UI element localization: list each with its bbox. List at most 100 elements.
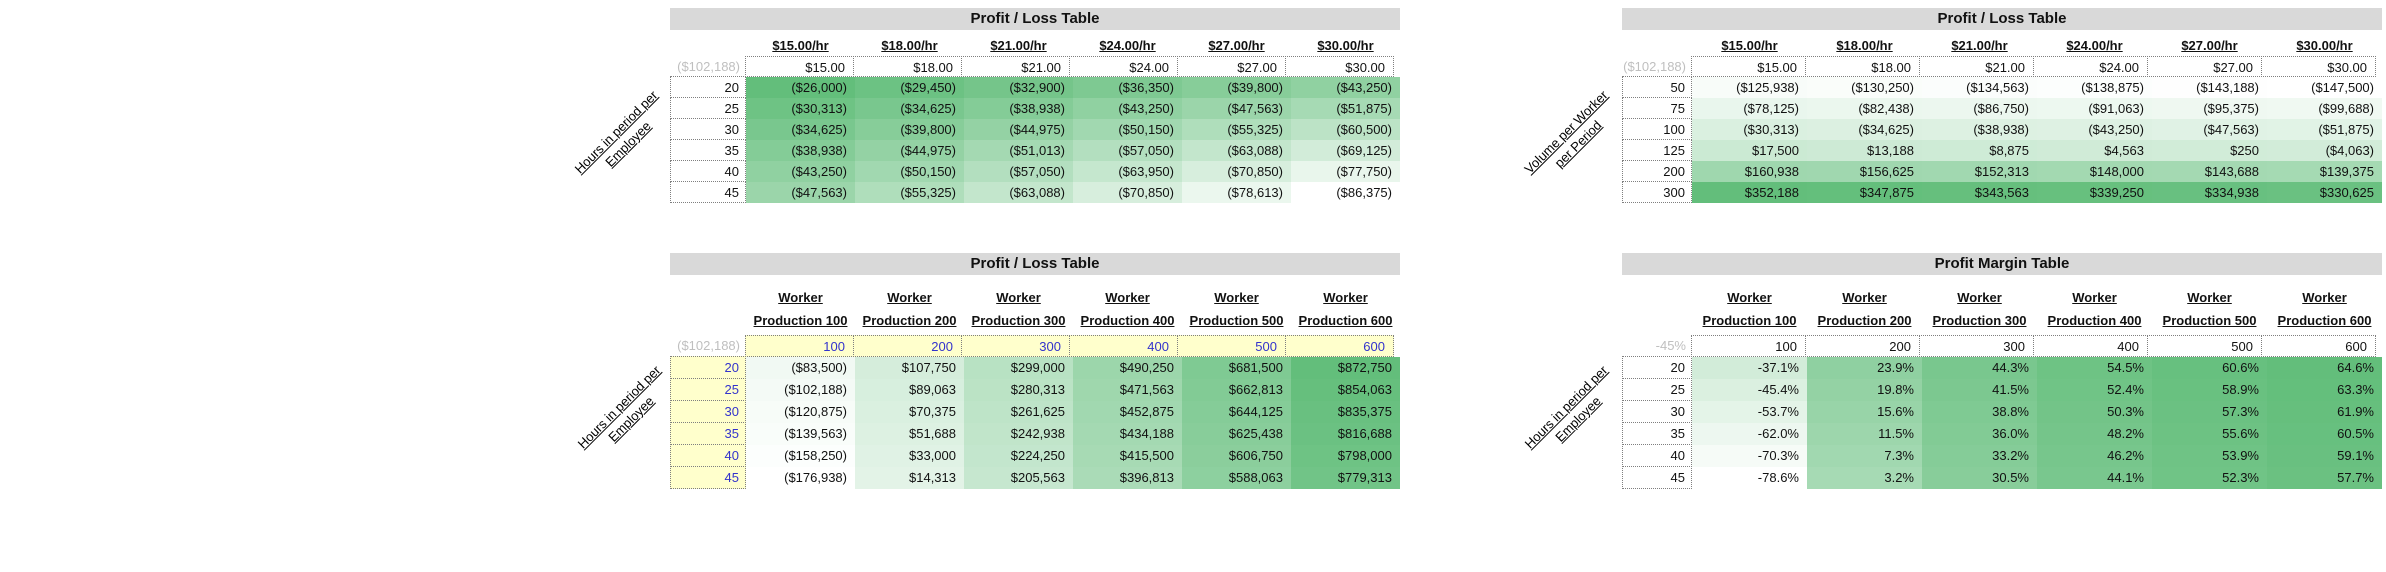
data-cell[interactable]: ($158,250) [746,445,855,467]
data-cell[interactable]: 11.5% [1807,423,1922,445]
data-cell[interactable]: $280,313 [964,379,1073,401]
data-cell[interactable]: $471,563 [1073,379,1182,401]
data-cell[interactable]: ($51,875) [2267,119,2382,140]
data-cell[interactable]: $205,563 [964,467,1073,489]
data-cell[interactable]: 57.3% [2152,401,2267,423]
row-header-cell[interactable]: 25 [1622,378,1692,401]
data-cell[interactable]: ($47,563) [2152,119,2267,140]
row-header-cell[interactable]: 35 [1622,422,1692,445]
data-cell[interactable]: ($50,150) [1073,119,1182,140]
data-cell[interactable]: ($139,563) [746,423,855,445]
data-cell[interactable]: ($70,850) [1073,182,1182,203]
data-cell[interactable]: 64.6% [2267,357,2382,379]
reference-value-cell[interactable]: $24.00 [1069,56,1178,77]
reference-value-cell[interactable]: 400 [1069,335,1178,357]
data-cell[interactable]: $156,625 [1807,161,1922,182]
column-header-cell[interactable]: Worker Production 500 [2152,286,2267,335]
reference-value-cell[interactable]: 200 [853,335,962,357]
data-cell[interactable]: $779,313 [1291,467,1400,489]
reference-value-cell[interactable]: 600 [1285,335,1394,357]
data-cell[interactable]: $816,688 [1291,423,1400,445]
data-cell[interactable]: ($38,938) [964,98,1073,119]
data-cell[interactable]: ($130,250) [1807,77,1922,98]
data-cell[interactable]: $224,250 [964,445,1073,467]
data-cell[interactable]: ($120,875) [746,401,855,423]
data-cell[interactable]: $415,500 [1073,445,1182,467]
row-header-cell[interactable]: 40 [670,160,746,182]
column-header-cell[interactable]: Worker Production 300 [964,286,1073,335]
column-header-cell[interactable]: Worker Production 600 [2267,286,2382,335]
table-title[interactable]: Profit / Loss Table [1622,8,2382,30]
data-cell[interactable]: $352,188 [1692,182,1807,203]
data-cell[interactable]: ($38,938) [1922,119,2037,140]
data-cell[interactable]: $148,000 [2037,161,2152,182]
data-cell[interactable]: $33,000 [855,445,964,467]
data-cell[interactable]: $588,063 [1182,467,1291,489]
reference-value-cell[interactable]: $21.00 [961,56,1070,77]
data-cell[interactable]: 30.5% [1922,467,2037,489]
column-header-cell[interactable]: $30.00/hr [2267,38,2382,56]
data-cell[interactable]: ($143,188) [2152,77,2267,98]
reference-value-cell[interactable]: $18.00 [853,56,962,77]
reference-value-cell[interactable]: 300 [1919,335,2034,357]
row-header-cell[interactable]: 200 [1622,160,1692,182]
reference-value-cell[interactable]: 500 [1177,335,1286,357]
data-cell[interactable]: ($57,050) [964,161,1073,182]
reference-value-cell[interactable]: $27.00 [1177,56,1286,77]
data-cell[interactable]: $339,250 [2037,182,2152,203]
data-cell[interactable]: $452,875 [1073,401,1182,423]
row-header-cell[interactable]: 100 [1622,118,1692,140]
data-cell[interactable]: ($55,325) [1182,119,1291,140]
reference-value-cell[interactable]: $24.00 [2033,56,2148,77]
data-cell[interactable]: ($29,450) [855,77,964,98]
data-cell[interactable]: 44.3% [1922,357,2037,379]
row-header-cell[interactable]: 45 [670,466,746,489]
data-cell[interactable]: $107,750 [855,357,964,379]
data-cell[interactable]: 48.2% [2037,423,2152,445]
data-cell[interactable]: 3.2% [1807,467,1922,489]
table-title[interactable]: Profit Margin Table [1622,253,2382,275]
data-cell[interactable]: ($147,500) [2267,77,2382,98]
data-cell[interactable]: $13,188 [1807,140,1922,161]
column-header-cell[interactable]: Worker Production 100 [746,286,855,335]
reference-corner-cell[interactable]: ($102,188) [677,338,740,353]
data-cell[interactable]: ($78,125) [1692,98,1807,119]
data-cell[interactable]: ($43,250) [1291,77,1400,98]
data-cell[interactable]: ($60,500) [1291,119,1400,140]
reference-value-cell[interactable]: 100 [745,335,854,357]
data-cell[interactable]: $8,875 [1922,140,2037,161]
data-cell[interactable]: 36.0% [1922,423,2037,445]
data-cell[interactable]: $70,375 [855,401,964,423]
row-header-cell[interactable]: 40 [670,444,746,467]
row-header-cell[interactable]: 25 [670,378,746,401]
data-cell[interactable]: 60.5% [2267,423,2382,445]
data-cell[interactable]: ($70,850) [1182,161,1291,182]
data-cell[interactable]: 59.1% [2267,445,2382,467]
data-cell[interactable]: 50.3% [2037,401,2152,423]
data-cell[interactable]: $396,813 [1073,467,1182,489]
row-header-cell[interactable]: 35 [670,139,746,161]
data-cell[interactable]: ($36,350) [1073,77,1182,98]
data-cell[interactable]: 19.8% [1807,379,1922,401]
column-header-cell[interactable]: $30.00/hr [1291,38,1400,56]
data-cell[interactable]: $139,375 [2267,161,2382,182]
data-cell[interactable]: ($39,800) [1182,77,1291,98]
data-cell[interactable]: 61.9% [2267,401,2382,423]
data-cell[interactable]: ($86,375) [1291,182,1400,203]
data-cell[interactable]: $606,750 [1182,445,1291,467]
reference-value-cell[interactable]: 100 [1691,335,1806,357]
column-header-cell[interactable]: Worker Production 200 [855,286,964,335]
data-cell[interactable]: $160,938 [1692,161,1807,182]
data-cell[interactable]: -53.7% [1692,401,1807,423]
data-cell[interactable]: ($34,625) [1807,119,1922,140]
data-cell[interactable]: $343,563 [1922,182,2037,203]
data-cell[interactable]: ($43,250) [746,161,855,182]
data-cell[interactable]: $299,000 [964,357,1073,379]
data-cell[interactable]: $644,125 [1182,401,1291,423]
row-header-cell[interactable]: 125 [1622,139,1692,161]
data-cell[interactable]: ($83,500) [746,357,855,379]
data-cell[interactable]: 54.5% [2037,357,2152,379]
data-cell[interactable]: $872,750 [1291,357,1400,379]
column-header-cell[interactable]: $24.00/hr [2037,38,2152,56]
data-cell[interactable]: 57.7% [2267,467,2382,489]
